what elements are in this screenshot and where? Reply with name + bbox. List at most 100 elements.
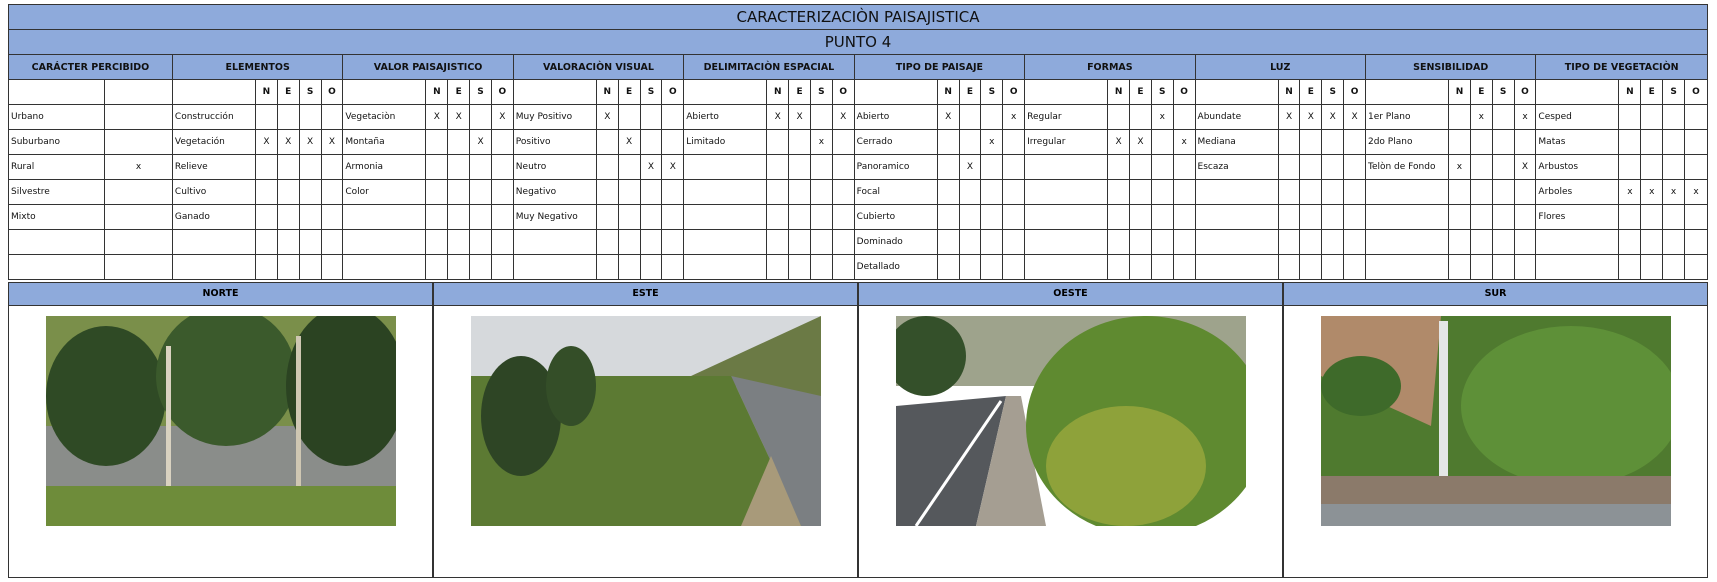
mark: X xyxy=(1343,104,1366,130)
mark xyxy=(1640,104,1664,130)
cell xyxy=(512,229,597,255)
direction: E xyxy=(958,79,982,105)
mark: X xyxy=(298,129,322,155)
mark xyxy=(958,129,982,155)
mark xyxy=(104,104,173,130)
cell xyxy=(788,204,811,230)
mark xyxy=(1172,104,1196,130)
mark: X xyxy=(831,104,855,130)
cell xyxy=(1024,154,1109,180)
photo-row: NORTE ESTE OESTE SUR xyxy=(8,282,1708,578)
cell xyxy=(1513,179,1537,205)
cell xyxy=(1107,154,1131,180)
cell xyxy=(1448,254,1471,280)
item-label: Abundate xyxy=(1194,104,1279,130)
title: CARACTERIZACIÒN PAISAJISTICA xyxy=(8,4,1708,30)
direction: O xyxy=(831,79,855,105)
cell xyxy=(1299,229,1323,255)
mark xyxy=(447,154,471,180)
cell xyxy=(853,79,938,105)
cell xyxy=(809,229,833,255)
mark xyxy=(298,154,322,180)
cell xyxy=(788,254,811,280)
subtitle: PUNTO 4 xyxy=(8,29,1708,55)
direction: S xyxy=(1491,79,1515,105)
cell xyxy=(1535,254,1620,280)
mark: X xyxy=(1513,154,1537,180)
cell xyxy=(1107,204,1131,230)
cell xyxy=(1364,79,1450,105)
cell xyxy=(7,79,106,105)
mark xyxy=(958,179,982,205)
direction: O xyxy=(1002,79,1026,105)
mark: X xyxy=(1321,104,1345,130)
mark xyxy=(1684,204,1708,230)
photo-header: OESTE xyxy=(859,282,1282,306)
mark xyxy=(320,179,344,205)
cell xyxy=(831,154,855,180)
mark xyxy=(104,179,173,205)
cell xyxy=(1277,204,1301,230)
mark xyxy=(1321,154,1345,180)
direction: N xyxy=(936,79,960,105)
mark: X xyxy=(490,104,514,130)
cell xyxy=(1343,204,1366,230)
mark xyxy=(809,104,833,130)
cell xyxy=(831,204,855,230)
mark: X xyxy=(447,104,471,130)
cell xyxy=(1194,229,1279,255)
mark: x xyxy=(1618,179,1642,205)
item-label: Mixto xyxy=(7,204,106,230)
item-label: 1er Plano xyxy=(1364,104,1450,130)
mark xyxy=(639,104,663,130)
mark xyxy=(298,204,322,230)
mark xyxy=(1002,154,1026,180)
mark xyxy=(254,154,278,180)
cell xyxy=(1469,179,1493,205)
cell xyxy=(639,254,663,280)
mark xyxy=(936,129,960,155)
photo xyxy=(470,316,821,526)
cell xyxy=(1129,179,1152,205)
mark xyxy=(104,129,173,155)
cell xyxy=(1684,229,1708,255)
cell xyxy=(171,79,256,105)
direction: S xyxy=(469,79,492,105)
photo-cell: SUR xyxy=(1283,282,1708,578)
cell xyxy=(342,79,427,105)
mark xyxy=(276,104,300,130)
cell xyxy=(1491,179,1515,205)
mark xyxy=(425,179,449,205)
mark: X xyxy=(958,154,982,180)
mark xyxy=(104,204,173,230)
item-label: Negativo xyxy=(512,179,597,205)
mark xyxy=(469,154,492,180)
mark xyxy=(1448,104,1471,130)
cell xyxy=(276,229,300,255)
photo-header: NORTE xyxy=(9,282,432,306)
mark xyxy=(980,154,1004,180)
mark xyxy=(1662,154,1686,180)
cell xyxy=(1343,254,1366,280)
mark xyxy=(1107,104,1131,130)
cell xyxy=(1299,204,1323,230)
cell xyxy=(831,179,855,205)
cell xyxy=(1491,204,1515,230)
mark xyxy=(490,154,514,180)
cell xyxy=(1107,254,1131,280)
section-title: FORMAS xyxy=(1024,54,1196,80)
cell xyxy=(425,254,449,280)
cell xyxy=(1194,179,1279,205)
cell xyxy=(298,229,322,255)
cell xyxy=(425,229,449,255)
cell xyxy=(766,229,790,255)
photo-cell: ESTE xyxy=(433,282,858,578)
cell xyxy=(1618,229,1642,255)
cell xyxy=(447,204,471,230)
item-label: Neutro xyxy=(512,154,597,180)
cell xyxy=(1469,204,1493,230)
section-title: DELIMITACIÒN ESPACIAL xyxy=(683,54,855,80)
cell xyxy=(276,254,300,280)
cell xyxy=(788,154,811,180)
